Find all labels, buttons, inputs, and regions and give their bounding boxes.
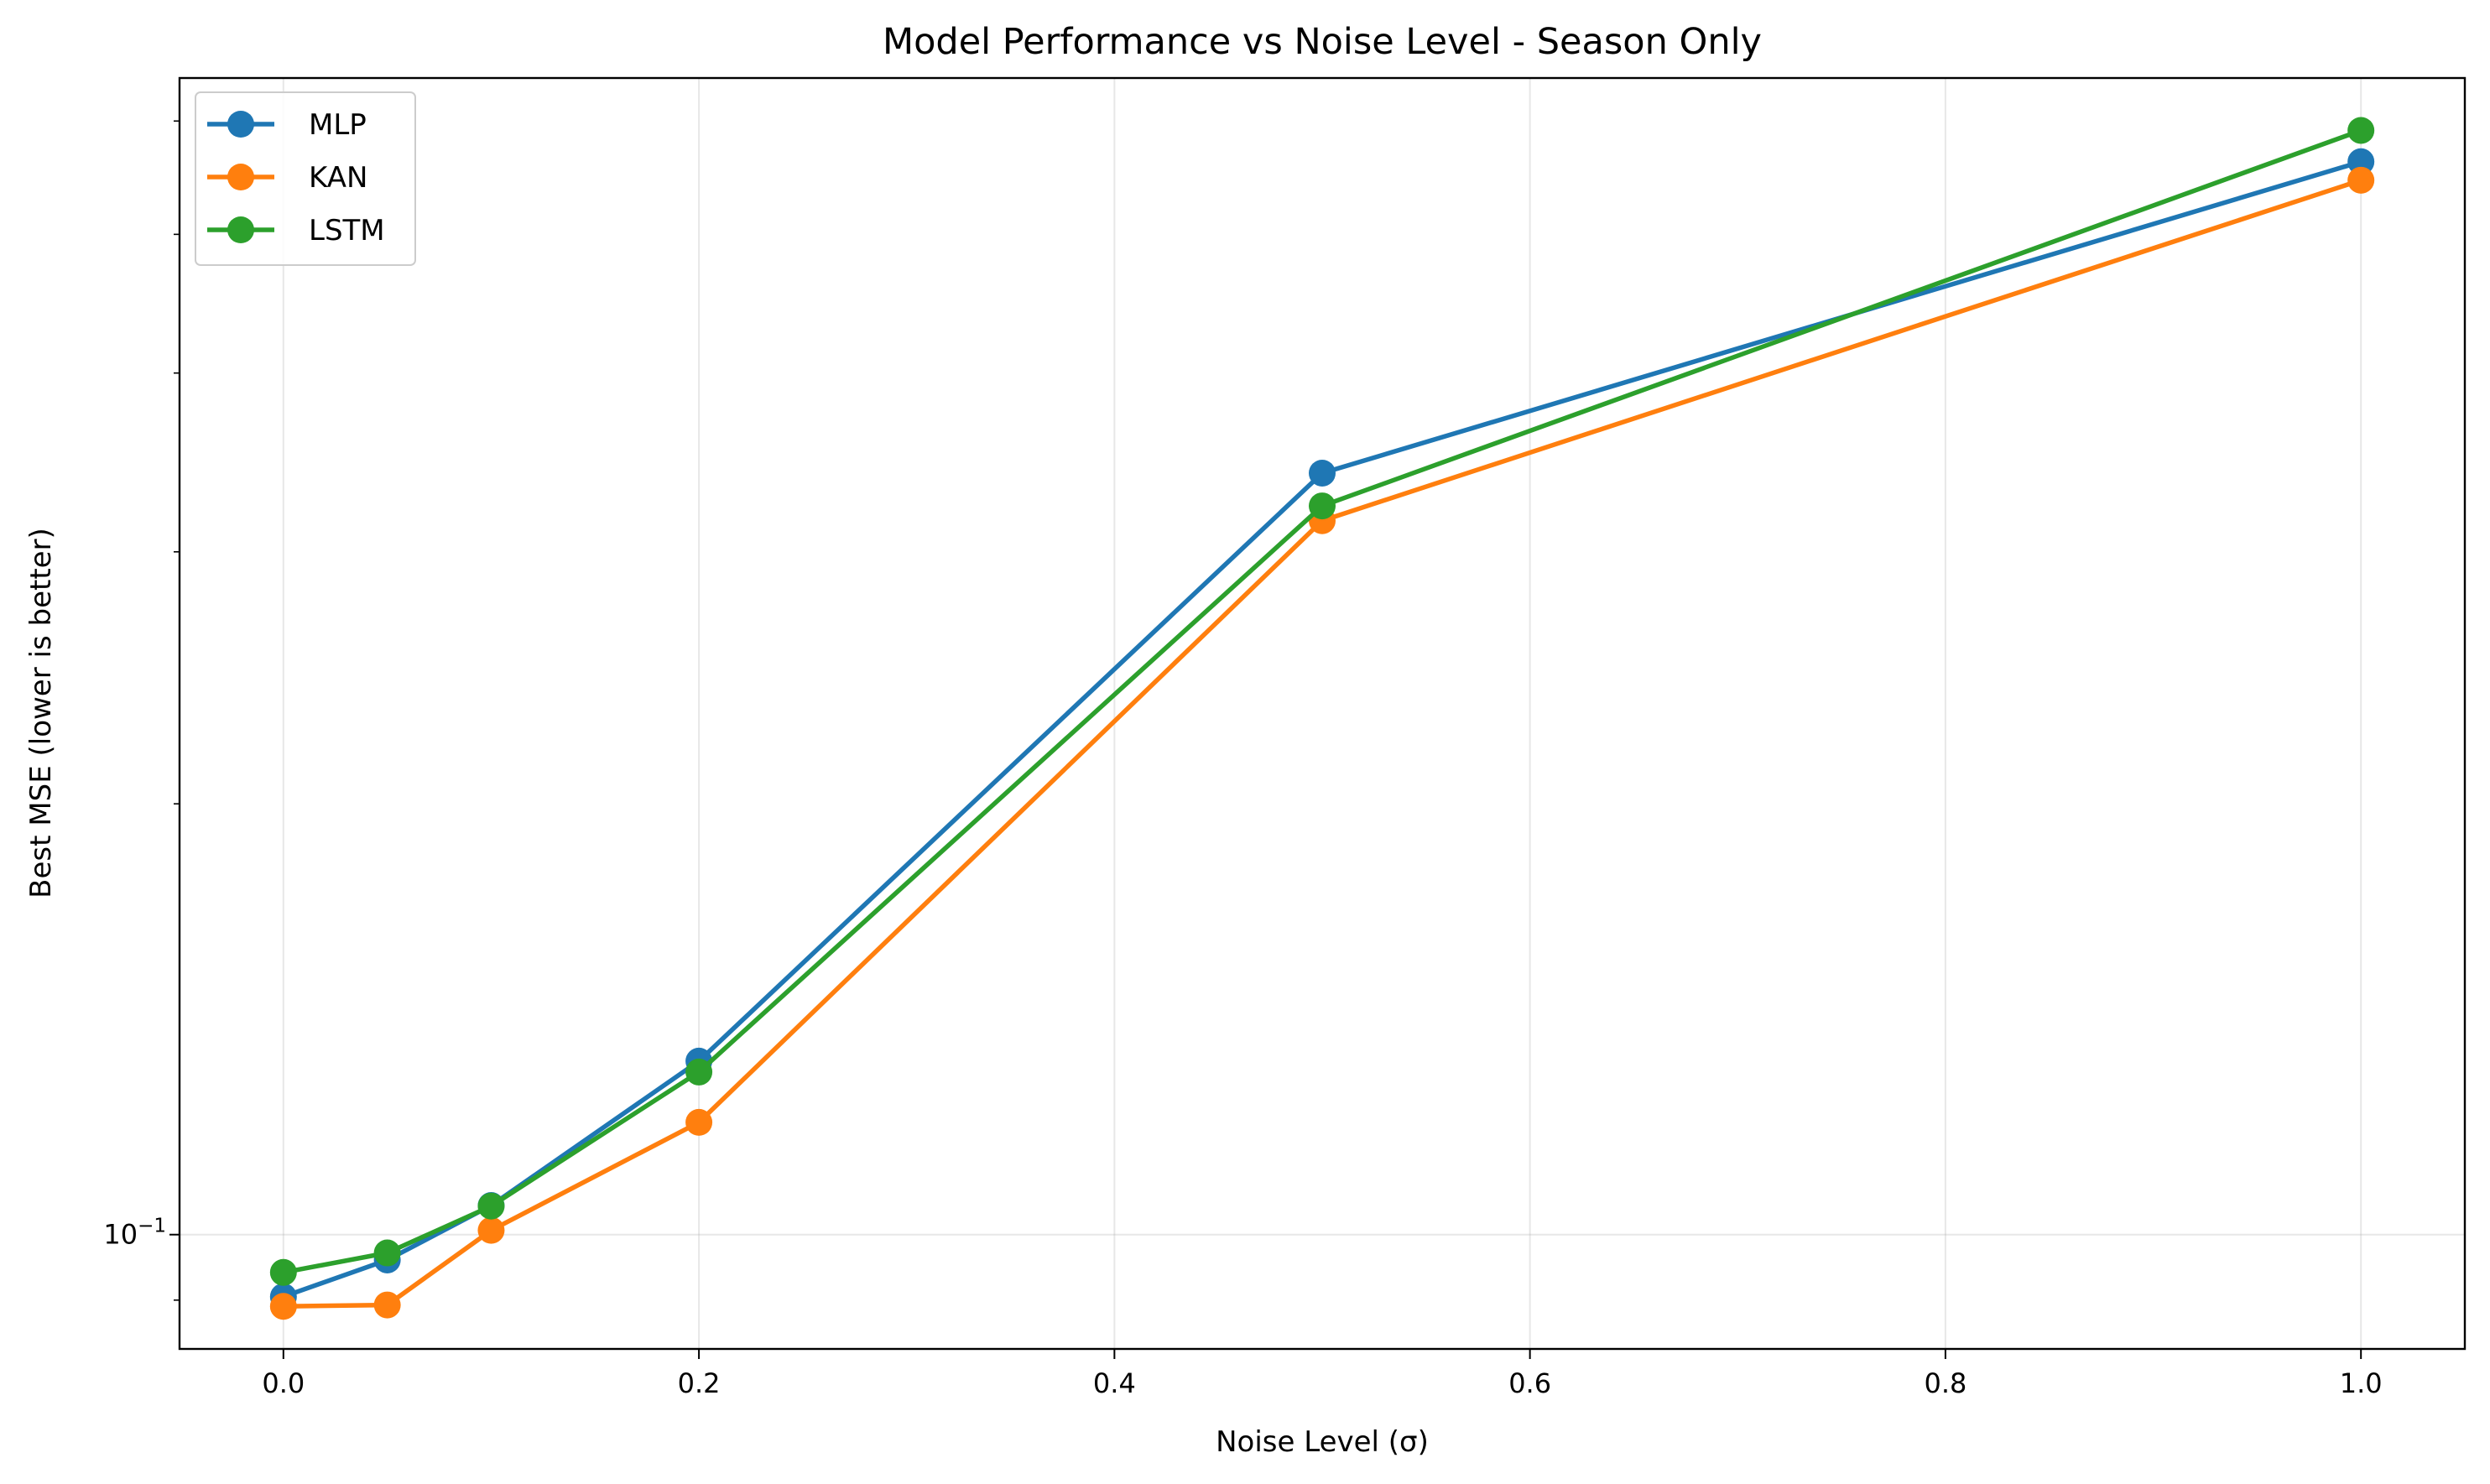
data-point-kan bbox=[269, 1293, 297, 1320]
data-point-kan bbox=[685, 1108, 713, 1136]
legend-item-lstm: LSTM bbox=[207, 214, 385, 247]
data-point-lstm bbox=[685, 1058, 713, 1086]
legend-label: MLP bbox=[309, 108, 367, 142]
data-point-mlp bbox=[2347, 148, 2375, 175]
x-tick-label: 0.0 bbox=[262, 1367, 305, 1399]
data-point-kan bbox=[2347, 166, 2375, 194]
legend-label: KAN bbox=[309, 161, 367, 195]
chart-title: Model Performance vs Noise Level - Seaso… bbox=[883, 21, 1762, 63]
x-axis-label: Noise Level (σ) bbox=[1216, 1425, 1429, 1459]
x-tick-label: 0.6 bbox=[1508, 1367, 1551, 1399]
data-point-lstm bbox=[269, 1258, 297, 1286]
x-tick-label: 0.4 bbox=[1093, 1367, 1136, 1399]
axis-ticks: 0.0 0.2 0.4 0.6 0.8 1.0 10−1 bbox=[103, 120, 2383, 1399]
x-tick-label: 1.0 bbox=[2340, 1367, 2383, 1399]
legend-item-kan: KAN bbox=[207, 161, 367, 195]
data-point-lstm bbox=[1309, 492, 1336, 520]
series-line-mlp bbox=[282, 159, 2362, 1299]
series-line-lstm bbox=[283, 128, 2362, 1275]
legend: MLP KAN LSTM bbox=[195, 91, 416, 266]
series-kan bbox=[269, 166, 2375, 1320]
y-axis-label: Best MSE (lower is better) bbox=[24, 528, 58, 898]
series-layer bbox=[269, 117, 2375, 1320]
y-tick-label: 10−1 bbox=[103, 1216, 166, 1251]
legend-label: LSTM bbox=[309, 214, 385, 247]
data-point-lstm bbox=[373, 1239, 401, 1267]
series-lstm bbox=[269, 117, 2375, 1286]
legend-swatch-marker bbox=[227, 111, 254, 138]
legend-swatch-marker bbox=[227, 164, 254, 190]
data-point-lstm bbox=[477, 1192, 505, 1220]
x-tick-label: 0.8 bbox=[1924, 1367, 1966, 1399]
data-point-lstm bbox=[2347, 117, 2375, 144]
x-tick-label: 0.2 bbox=[678, 1367, 721, 1399]
data-point-kan bbox=[373, 1291, 401, 1319]
data-point-kan bbox=[477, 1216, 505, 1244]
grid bbox=[180, 78, 2465, 1349]
series-line-kan bbox=[283, 178, 2362, 1309]
plot-area-frame bbox=[178, 76, 2467, 1351]
data-point-mlp bbox=[1309, 459, 1336, 487]
legend-item-mlp: MLP bbox=[207, 108, 367, 142]
legend-swatch-marker bbox=[227, 216, 254, 243]
